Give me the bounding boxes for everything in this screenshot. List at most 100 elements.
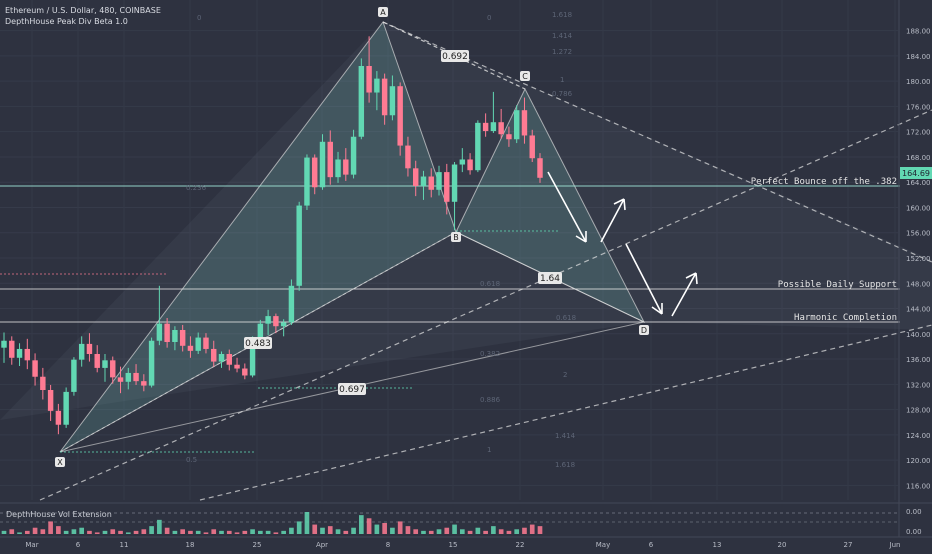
- point-label: X: [57, 458, 63, 467]
- point-label-box: [639, 325, 649, 335]
- volume-bar: [32, 527, 38, 534]
- candle-body: [343, 159, 349, 175]
- candle-body: [312, 157, 318, 188]
- candle-body: [234, 364, 240, 369]
- candle-body: [32, 360, 38, 377]
- fib-label: 2: [563, 371, 567, 379]
- volume-bar: [304, 512, 310, 534]
- volume-bar: [71, 529, 77, 534]
- y-tick-label: 136.00: [906, 356, 931, 364]
- volume-bar: [382, 523, 387, 534]
- harmonic-points: X A B C D: [55, 7, 649, 467]
- volume-bar: [405, 526, 411, 534]
- y-tick-label: 180.00: [906, 78, 931, 86]
- x-tick-label: Jun: [889, 541, 901, 549]
- candle-body: [498, 122, 504, 135]
- fib-labels: 0 0 1.618 1.414 1.272 1 0.786 0.236 0.61…: [186, 11, 576, 469]
- candle-body: [273, 316, 279, 327]
- indicator-title: DepthHouse Peak Div Beta 1.0: [5, 17, 128, 26]
- candle-body: [335, 159, 341, 178]
- fib-label: 1.414: [552, 32, 573, 40]
- y-tick-label: 144.00: [906, 306, 931, 314]
- candle-body: [55, 410, 62, 425]
- candle-body: [211, 348, 217, 362]
- volume-bar: [413, 529, 419, 534]
- volume-bar: [203, 532, 209, 534]
- volume-bar: [522, 527, 527, 534]
- projection-arrows: [547, 171, 698, 317]
- x-tick-label: 15: [449, 541, 458, 549]
- volume-pane: DepthHouse Vol Extension: [0, 502, 932, 534]
- ratio-label: 0.697: [339, 385, 365, 395]
- candle-body: [249, 342, 256, 376]
- candle-body: [86, 343, 93, 354]
- fib-label: 0.786: [552, 90, 573, 98]
- volume-bar: [506, 530, 512, 534]
- volume-bar: [397, 521, 403, 534]
- candle-body: [506, 134, 512, 140]
- x-tick-label: 6: [649, 541, 654, 549]
- y-tick-label: 152.00: [906, 255, 931, 263]
- x-tick-label: 8: [386, 541, 390, 549]
- volume-bar: [102, 530, 108, 534]
- volume-bar: [133, 530, 139, 534]
- y-tick-label: 168.00: [906, 154, 931, 162]
- candle-body: [218, 354, 225, 362]
- fib-label: 0.382: [480, 350, 500, 358]
- volume-bar: [498, 529, 504, 534]
- ratio-label: 0.692: [442, 52, 468, 62]
- fib-label: 0: [197, 14, 201, 22]
- volume-bar: [335, 529, 341, 534]
- arrow-up-1: [600, 198, 626, 243]
- volume-bar: [296, 521, 302, 534]
- candle-body: [444, 172, 450, 202]
- x-tick-label: Apr: [316, 541, 328, 549]
- volume-bar: [359, 515, 364, 534]
- volume-bar: [180, 529, 185, 534]
- candle-body: [156, 323, 163, 341]
- candle-body: [16, 348, 23, 358]
- last-price-tag: [900, 167, 932, 179]
- volume-bar: [421, 530, 426, 534]
- candle-body: [459, 159, 466, 165]
- volume-bar: [56, 526, 61, 534]
- volume-bar: [195, 530, 201, 534]
- y-tick-label: 148.00: [906, 280, 931, 288]
- volume-bar: [219, 530, 224, 534]
- ratio-label-box: [441, 50, 469, 62]
- candle-body: [125, 372, 132, 382]
- fib-label: 0.618: [556, 314, 576, 322]
- y-ticks: 188.00 184.00 180.00 176.00 172.00 168.00 164.…: [906, 28, 931, 491]
- candle-body: [203, 337, 209, 349]
- volume-bar: [444, 527, 450, 534]
- arrow-down-1: [547, 171, 587, 243]
- candle-body: [288, 285, 295, 323]
- fib-label: 0: [487, 14, 491, 22]
- point-label-box: [55, 457, 65, 467]
- fib-label: 0.5: [186, 456, 197, 464]
- arrow-up-2: [671, 272, 698, 317]
- fib-label: 1.618: [555, 461, 575, 469]
- candle-body: [405, 145, 411, 169]
- candle-body: [366, 66, 372, 93]
- candles: [1, 36, 543, 435]
- annotation-bounce: Perfect Bounce off the .382: [751, 177, 897, 187]
- volume-bar: [312, 524, 318, 534]
- trend-upper-dashed: [39, 109, 932, 501]
- candle-body: [467, 159, 473, 171]
- fib-label: 1.414: [555, 432, 576, 440]
- candle-body: [436, 172, 442, 190]
- volume-bar: [172, 530, 178, 534]
- candle-body: [412, 168, 419, 186]
- y-tick-label: 116.00: [906, 482, 931, 490]
- y-tick-label: 172.00: [906, 129, 931, 137]
- candle-body: [110, 360, 116, 378]
- y-tick-label: 124.00: [906, 432, 931, 440]
- candle-body: [141, 381, 147, 386]
- candle-body: [280, 322, 287, 327]
- x-tick-label: 18: [186, 541, 195, 549]
- candle-body: [490, 122, 497, 132]
- candle-body: [94, 354, 100, 368]
